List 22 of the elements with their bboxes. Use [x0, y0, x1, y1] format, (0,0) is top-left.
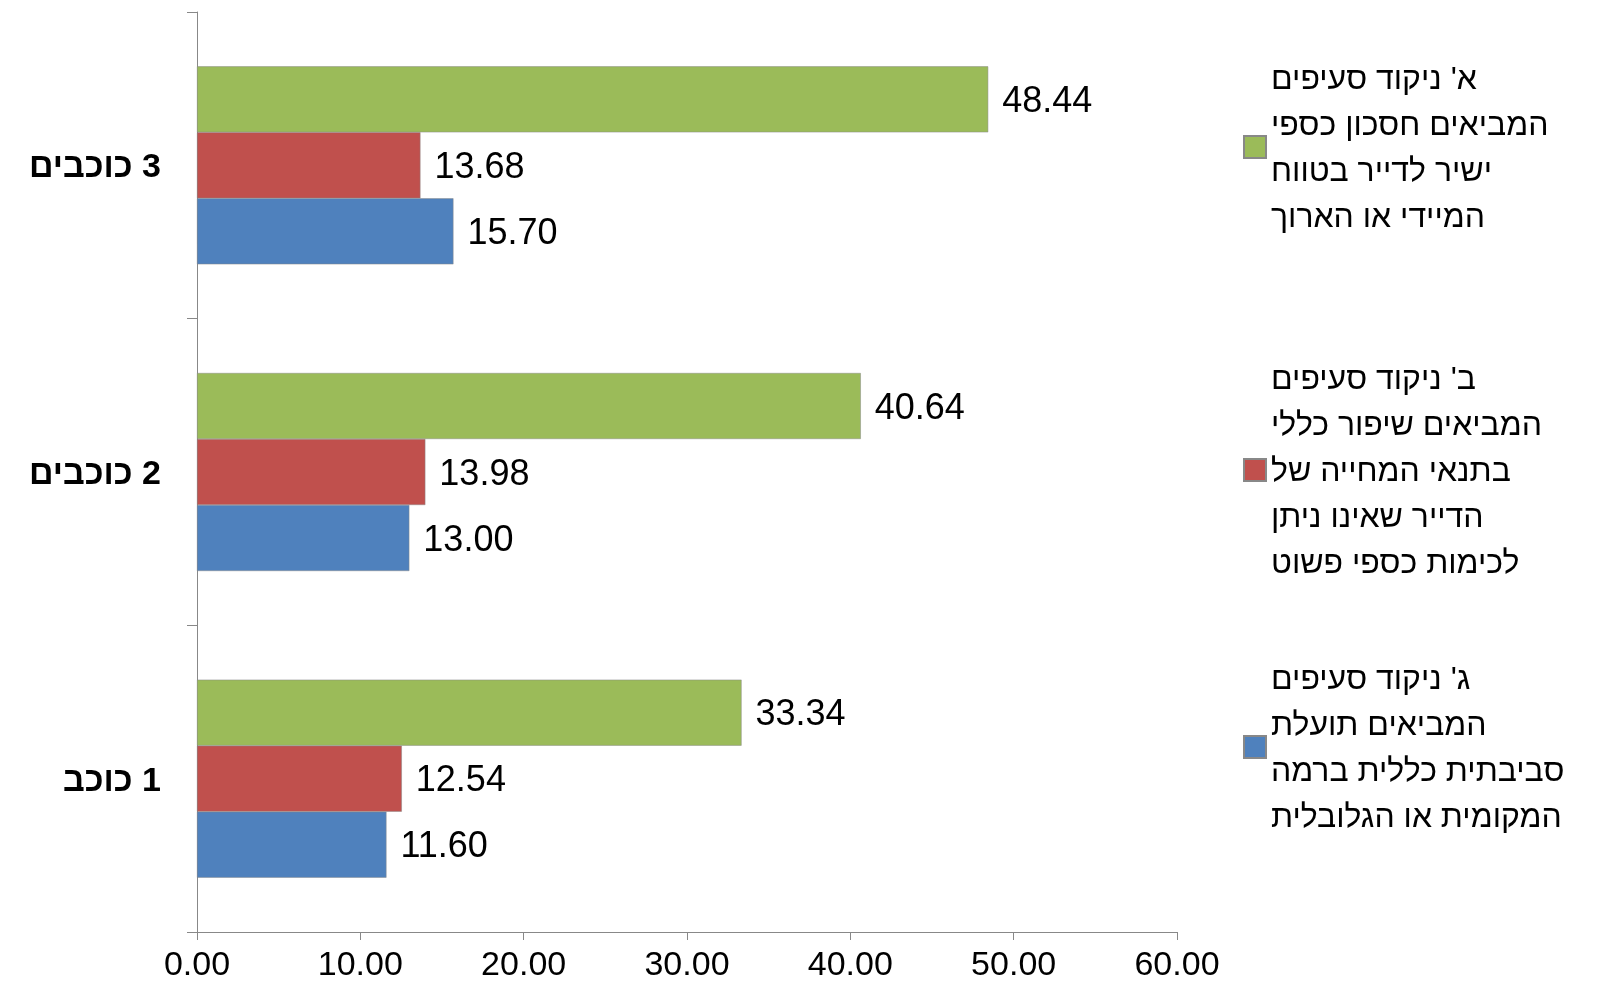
legend-label: ג' ניקוד סעיפים המביאים תועלת סביבתית כללית ברמה המקומית או הגלובלית [1271, 660, 1565, 834]
x-tick-label: 40.00 [807, 944, 893, 982]
data-label: 33.34 [755, 692, 846, 734]
x-tick-label: 30.00 [644, 944, 730, 982]
data-label: 12.54 [415, 758, 506, 800]
legend-label: ב' ניקוד סעיפים המביאים שיפור כללי בתנאי המחייה של הדייר שאינו ניתן לכימות כספי פשוט [1271, 360, 1542, 580]
data-label: 15.70 [467, 210, 558, 252]
x-tick-label: 60.00 [1134, 944, 1220, 982]
legend-label: א' ניקוד סעיפים המביאים חסכון כספי ישיר לדייר בטווח המיידי או הארוך [1271, 60, 1549, 234]
data-label: 48.44 [1002, 78, 1093, 120]
data-label: 11.60 [400, 824, 488, 866]
x-tick-label: 50.00 [971, 944, 1057, 982]
data-label: 13.68 [434, 144, 525, 186]
y-tick-label: 3 כוכבים [28, 146, 161, 185]
x-tick-label: 0.00 [163, 944, 231, 982]
data-label: 13.00 [423, 517, 514, 559]
x-tick-label: 20.00 [481, 944, 567, 982]
y-tick-label: 1 כוכב [62, 759, 161, 798]
y-tick-label: 2 כוכבים [28, 453, 161, 491]
data-label: 40.64 [874, 385, 965, 427]
x-tick-label: 10.00 [317, 944, 403, 982]
data-label: 13.98 [439, 451, 530, 493]
